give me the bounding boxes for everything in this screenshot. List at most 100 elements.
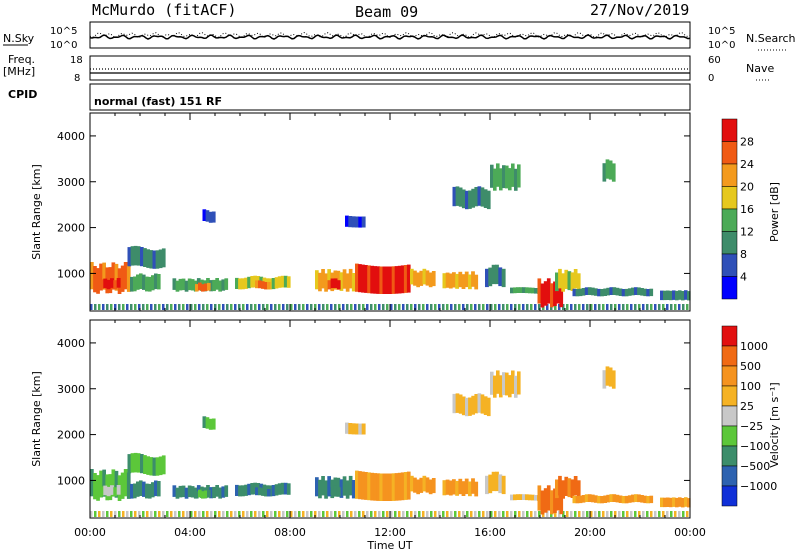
heatmap-cell: [195, 284, 199, 292]
heatmap-cell: [382, 473, 387, 501]
nsearch-tick-top: 10^5: [708, 26, 735, 37]
heatmap-cell: [133, 276, 137, 292]
heatmap-cell: [142, 481, 146, 497]
colorbar-tick-label: 1000: [740, 340, 768, 353]
heatmap-cell: [111, 469, 116, 497]
heatmap-cell: [425, 270, 430, 286]
heatmap-cell: [205, 417, 210, 429]
colorbar-tick-label: −100: [740, 440, 770, 453]
ground-scatter-cell: [342, 511, 345, 517]
heatmap-cell: [361, 471, 365, 500]
heatmap-cell: [110, 278, 114, 288]
ground-scatter-cell: [410, 511, 413, 517]
ground-scatter-cell: [162, 511, 165, 517]
heatmap-cell: [455, 393, 460, 413]
heatmap-cell: [631, 287, 635, 296]
heatmap-cell: [102, 469, 106, 497]
ground-scatter-cell: [98, 511, 101, 517]
colorbar-tick-label: 16: [740, 203, 754, 216]
ground-scatter-cell: [342, 304, 345, 310]
heatmap-cell: [525, 494, 529, 501]
ground-scatter-cell: [682, 304, 685, 310]
ground-scatter-cell: [214, 511, 217, 517]
ground-scatter-cell: [518, 304, 521, 310]
ground-scatter-cell: [562, 304, 565, 310]
ground-scatter-cell: [314, 304, 317, 310]
heatmap-cell: [215, 278, 219, 290]
ground-scatter-cell: [482, 304, 485, 310]
heatmap-cell: [218, 280, 222, 292]
ground-scatter-cell: [466, 304, 469, 310]
power-axis: 1000 2000 3000 4000: [57, 113, 690, 311]
heatmap-cell: [145, 483, 149, 499]
heatmap-cell: [238, 278, 242, 290]
heatmap-cell: [591, 287, 595, 296]
heatmap-cell: [581, 288, 586, 296]
heatmap-cell: [111, 262, 116, 290]
cpid-label: CPID: [8, 88, 37, 101]
ground-scatter-cell: [306, 304, 309, 310]
ground-scatter-cell: [94, 304, 97, 310]
ground-scatter-cell: [470, 304, 473, 310]
heatmap-cell: [501, 475, 506, 495]
heatmap-cell: [587, 287, 592, 295]
velocity-ylabel: Slant Range [km]: [30, 371, 43, 467]
heatmap-cell: [204, 490, 208, 499]
ground-scatter-cell: [430, 511, 433, 517]
ground-scatter-cell: [210, 511, 213, 517]
heatmap-cell: [546, 278, 551, 304]
ground-scatter-cell: [302, 511, 305, 517]
heatmap-cell: [675, 290, 679, 301]
x-tick-label: 12:00: [374, 526, 406, 539]
heatmap-cell: [681, 498, 685, 508]
heatmap-cell: [250, 276, 254, 288]
ground-scatter-cell: [502, 304, 505, 310]
heatmap-cell: [578, 495, 583, 504]
heatmap-cell: [416, 479, 420, 495]
ground-scatter-cell: [202, 304, 205, 310]
ground-scatter-cell: [178, 511, 181, 517]
heatmap-cell: [348, 268, 353, 289]
heatmap-cell: [428, 272, 433, 288]
heatmap-cell: [258, 280, 262, 289]
ground-scatter-cell: [298, 511, 301, 517]
heatmap-cell: [146, 249, 150, 268]
heatmap-cell: [139, 273, 143, 289]
colorbar-swatch: [721, 445, 738, 467]
ground-scatter-cell: [646, 511, 649, 517]
ground-scatter-cell: [114, 304, 117, 310]
ground-scatter-cell: [614, 511, 617, 517]
heatmap-cell: [330, 485, 335, 496]
heatmap-cell: [224, 278, 229, 290]
ground-scatter-cell: [278, 511, 281, 517]
ground-scatter-cell: [546, 511, 549, 517]
heatmap-cell: [643, 495, 647, 504]
cpid-value: normal (fast) 151 RF: [94, 95, 222, 108]
heatmap-cell: [155, 250, 160, 269]
heatmap-cell: [602, 163, 607, 182]
nsearch-line: [89, 31, 691, 39]
ground-scatter-cell: [190, 511, 193, 517]
colorbar-tick-label: −1000: [740, 480, 777, 493]
ground-scatter-cell: [570, 304, 573, 310]
heatmap-cell: [572, 495, 577, 504]
heatmap-cell: [606, 494, 610, 503]
ground-scatter-cell: [202, 511, 205, 517]
heatmap-cell: [531, 494, 535, 501]
ground-scatter-cell: [254, 511, 257, 517]
heatmap-cell: [267, 282, 271, 290]
ground-scatter-cell: [462, 511, 465, 517]
heatmap-cell: [561, 273, 565, 292]
heatmap-cell: [388, 473, 393, 501]
heatmap-cell: [106, 486, 111, 497]
heatmap-cell: [133, 483, 137, 499]
ground-scatter-cell: [534, 304, 537, 310]
heatmap-cell: [277, 483, 282, 495]
heatmap-cell: [452, 393, 457, 414]
heatmap-cell: [419, 477, 424, 493]
ground-scatter-cell: [578, 511, 581, 517]
heatmap-cell: [361, 423, 366, 435]
heatmap-cell: [663, 497, 667, 508]
heatmap-cell: [149, 250, 154, 269]
heatmap-cell: [666, 497, 670, 507]
